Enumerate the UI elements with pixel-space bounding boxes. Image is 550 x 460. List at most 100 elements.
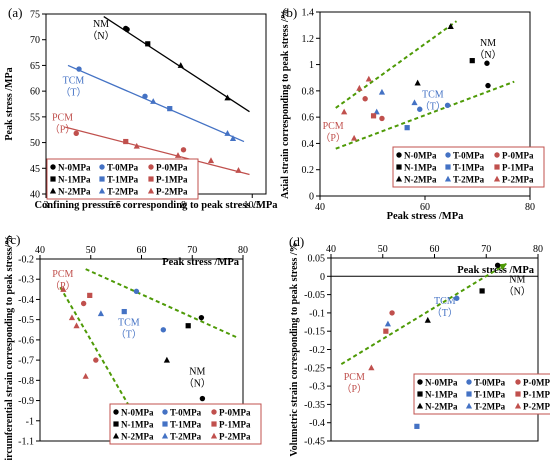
x-tick-label: 10.5 [244, 200, 262, 211]
y-tick-label: -0.15 [304, 327, 325, 338]
group-annotation: PCM [323, 121, 344, 132]
data-point-T-0MPa [133, 288, 140, 295]
y-tick-label: -0.5 [18, 315, 34, 326]
data-point-P-2MPa [174, 152, 182, 158]
data-point-P-2MPa [356, 84, 363, 91]
data-point-N-0MPa [199, 395, 206, 402]
y-tick-label: 55 [30, 112, 40, 123]
y-tick-label: 0.4 [302, 139, 315, 150]
legend-label: P-0MPa [156, 163, 188, 173]
group-annotation-sub: （P） [320, 132, 346, 144]
data-point-P-0MPa [93, 357, 99, 363]
group-annotation: NM [93, 19, 109, 30]
y-axis-label: Peak stress /MPa [4, 67, 15, 140]
chart-panel-2: 40 50 60 70 80 -1.1 -1 -0.9 -0.8 -0.7 -0.6 -0.5 -0.4… [4, 235, 262, 460]
panel-label-d: (d) [289, 234, 304, 249]
data-point-T-1MPa [167, 106, 173, 112]
legend-marker [98, 187, 106, 194]
legend-marker [112, 432, 120, 439]
legend-box [413, 373, 550, 415]
x-tick-label: 3 [44, 200, 49, 211]
data-point-T-2MPa [411, 99, 418, 106]
legend-label: P-2MPa [156, 187, 188, 197]
data-point-T-0MPa [160, 327, 167, 333]
legend-label: T-2MPa [107, 187, 139, 197]
data-point-P-2MPa [73, 322, 80, 329]
legend-marker [211, 421, 217, 427]
y-axis-label: Axial strain corresponding to peak stres… [280, 9, 291, 199]
y-tick-label: -0.6 [18, 335, 34, 346]
data-point-N-0MPa [485, 82, 491, 89]
group-annotation: NM [480, 38, 496, 49]
y-tick-label: -0.7 [18, 356, 34, 367]
legend-label: T-2MPa [474, 402, 506, 412]
legend-marker [493, 175, 501, 182]
legend-label: N-1MPa [425, 390, 458, 400]
data-point-P-2MPa [365, 75, 372, 82]
data-point-P-2MPa [68, 314, 76, 321]
legend: N-0MPa T-0MPa P-0MPa N-1MPa T-1MPa P-1MPa N-2M… [392, 146, 545, 188]
legend-label: P-1MPa [502, 163, 534, 173]
x-tick-label: 5.5 [109, 200, 122, 211]
legend-label: P-2MPa [523, 402, 550, 412]
y-tick-label: -0.4 [309, 418, 325, 429]
fit-line [335, 20, 458, 109]
data-point-T-1MPa [121, 308, 127, 315]
legend-label: P-0MPa [523, 378, 550, 388]
group-annotation-sub: （N） [184, 377, 211, 389]
legend-marker [113, 421, 119, 427]
legend-marker [515, 379, 521, 385]
panel-label-b: (b) [282, 5, 297, 20]
data-point-P-1MPa [123, 138, 129, 145]
legend-marker [50, 164, 56, 170]
x-tick-label: 50 [378, 244, 388, 255]
x-tick-label: 80 [238, 245, 248, 256]
legend-marker [49, 187, 57, 194]
data-point-T-0MPa [444, 102, 451, 109]
legend-marker [514, 402, 522, 409]
data-point-N-1MPa [185, 323, 191, 329]
y-tick-label: 0.2 [302, 165, 315, 176]
x-tick-label: 80 [533, 244, 543, 255]
y-tick-label: -0.2 [309, 345, 325, 356]
legend-box [46, 158, 199, 200]
x-tick-label: 40 [315, 202, 325, 213]
data-point-N-0MPa [124, 26, 130, 33]
fit-line [340, 262, 508, 365]
legend-label: P-1MPa [219, 420, 251, 430]
x-tick-label: 70 [187, 245, 197, 256]
group-annotation-sub: （P） [50, 280, 76, 292]
legend-marker [417, 379, 423, 385]
legend-marker [445, 152, 451, 158]
data-point-P-2MPa [207, 157, 215, 164]
x-axis-label: Peak stress /MPa [387, 211, 465, 222]
legend-label: N-0MPa [121, 408, 154, 418]
legend-label: T-1MPa [107, 175, 139, 185]
panel-label-c: (c) [6, 232, 20, 247]
x-tick-label: 50 [86, 245, 96, 256]
legend-marker [162, 409, 168, 415]
data-point-N-0MPa [484, 60, 490, 66]
fit-arrowhead [498, 263, 507, 271]
legend-marker [466, 391, 472, 397]
x-tick-label: 60 [430, 244, 440, 255]
legend-label: T-1MPa [474, 390, 506, 400]
legend-marker [161, 432, 169, 439]
legend-label: N-1MPa [121, 420, 154, 430]
legend-label: P-2MPa [502, 175, 534, 185]
x-tick-label: 40 [35, 245, 45, 256]
group-annotation-sub: （T） [60, 86, 86, 98]
legend-label: N-1MPa [404, 163, 437, 173]
y-tick-label: -0.05 [304, 290, 325, 301]
legend: N-0MPa T-0MPa P-0MPa N-1MPa T-1MPa P-1MPa N-2M… [109, 403, 262, 445]
legend-label: T-0MPa [474, 378, 506, 388]
data-point-T-0MPa [142, 93, 148, 99]
y-tick-label: 65 [30, 61, 40, 72]
legend-marker [396, 152, 402, 158]
group-annotation: NM [189, 366, 205, 377]
legend-label: T-0MPa [107, 163, 139, 173]
legend-marker [417, 391, 423, 397]
data-point-P-0MPa [73, 130, 79, 137]
group-annotation: PCM [344, 372, 365, 383]
